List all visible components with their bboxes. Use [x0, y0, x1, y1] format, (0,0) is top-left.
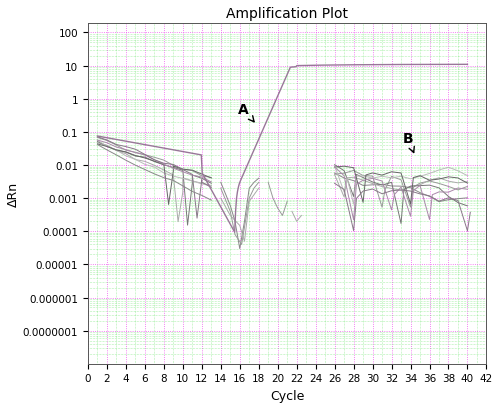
X-axis label: Cycle: Cycle	[270, 389, 304, 402]
Y-axis label: ΔRn: ΔRn	[7, 181, 20, 206]
Text: B: B	[403, 132, 414, 153]
Text: A: A	[238, 102, 254, 122]
Title: Amplification Plot: Amplification Plot	[226, 7, 348, 21]
